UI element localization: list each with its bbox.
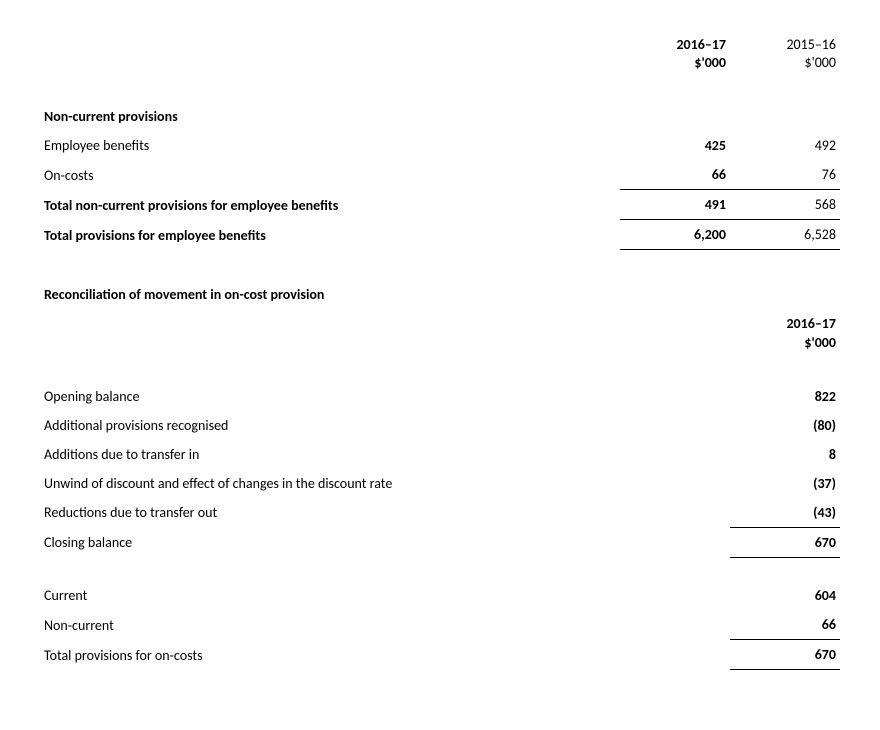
cell-label: Total provisions for on-costs (40, 640, 730, 670)
row-non-current: Non-current 66 (40, 610, 840, 640)
header-year-current: 2016–17 (676, 36, 726, 53)
cell-label: Unwind of discount and effect of changes… (40, 469, 730, 498)
cell-current: 6,200 (620, 220, 730, 250)
cell-value: 66 (730, 610, 840, 640)
header-unit-prior: $'000 (805, 54, 836, 71)
row-current: Current 604 (40, 581, 840, 610)
cell-prior: 6,528 (730, 220, 840, 250)
header-unit-current: $'000 (694, 54, 726, 71)
cell-value: (43) (730, 498, 840, 528)
cell-label: Total non-current provisions for employe… (40, 190, 620, 220)
cell-current: 425 (620, 131, 730, 160)
section2-title: Reconciliation of movement in on-cost pr… (40, 286, 730, 309)
cell-value: 8 (730, 440, 840, 469)
cell-label: Additions due to transfer in (40, 440, 730, 469)
cell-prior: 568 (730, 190, 840, 220)
cell-value: 670 (730, 527, 840, 557)
row-total-on-costs: Total provisions for on-costs 670 (40, 640, 840, 670)
cell-label: Opening balance (40, 382, 730, 411)
cell-prior: 76 (730, 160, 840, 190)
row-closing-balance: Closing balance 670 (40, 527, 840, 557)
row-opening-balance: Opening balance 822 (40, 382, 840, 411)
financial-table-2: Reconciliation of movement in on-cost pr… (40, 286, 840, 670)
cell-label: Current (40, 581, 730, 610)
row-additional-provisions: Additional provisions recognised (80) (40, 411, 840, 440)
row-subtotal: Total non-current provisions for employe… (40, 190, 840, 220)
header-year-2: 2016–17 (786, 315, 836, 332)
header-unit-2: $'000 (804, 334, 836, 351)
cell-label: Employee benefits (40, 131, 620, 160)
row-unwind-discount: Unwind of discount and effect of changes… (40, 469, 840, 498)
financial-table-1: 2016–17 $'000 2015–16 $'000 Non-current … (40, 30, 840, 250)
cell-value: (37) (730, 469, 840, 498)
cell-value: (80) (730, 411, 840, 440)
cell-value: 822 (730, 382, 840, 411)
cell-label: On-costs (40, 160, 620, 190)
section1-title: Non-current provisions (40, 102, 620, 131)
cell-value: 604 (730, 581, 840, 610)
row-reductions-transfer-out: Reductions due to transfer out (43) (40, 498, 840, 528)
cell-current: 66 (620, 160, 730, 190)
header-year-prior: 2015–16 (786, 36, 836, 53)
header-row: 2016–17 $'000 2015–16 $'000 (40, 30, 840, 78)
section2-title-row: Reconciliation of movement in on-cost pr… (40, 286, 840, 309)
cell-prior: 492 (730, 131, 840, 160)
cell-value: 670 (730, 640, 840, 670)
row-on-costs: On-costs 66 76 (40, 160, 840, 190)
header-row-2: 2016–17 $'000 (40, 309, 840, 357)
cell-label: Additional provisions recognised (40, 411, 730, 440)
cell-label: Closing balance (40, 527, 730, 557)
row-additions-transfer-in: Additions due to transfer in 8 (40, 440, 840, 469)
row-total: Total provisions for employee benefits 6… (40, 220, 840, 250)
cell-label: Total provisions for employee benefits (40, 220, 620, 250)
section1-title-row: Non-current provisions (40, 102, 840, 131)
row-employee-benefits: Employee benefits 425 492 (40, 131, 840, 160)
cell-current: 491 (620, 190, 730, 220)
cell-label: Non-current (40, 610, 730, 640)
cell-label: Reductions due to transfer out (40, 498, 730, 528)
